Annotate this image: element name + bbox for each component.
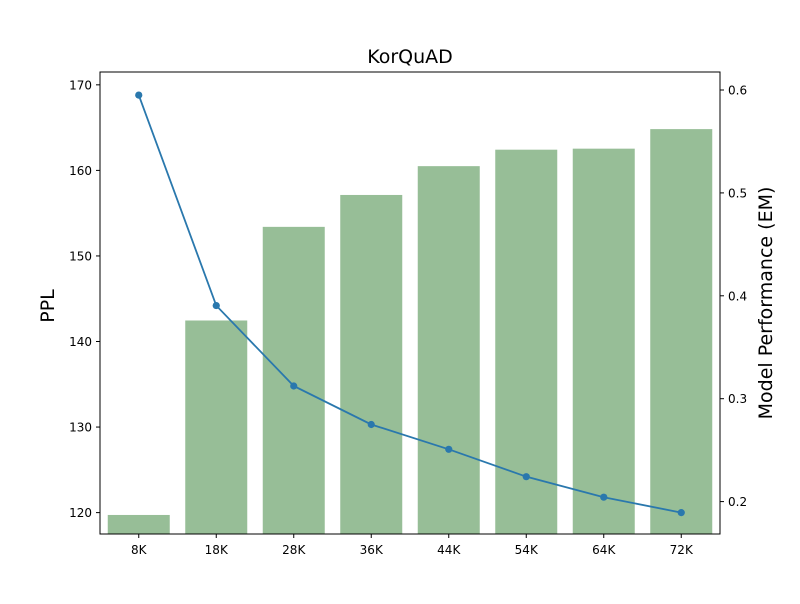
y-left-tick-label-140: 140 (69, 335, 92, 349)
ppl-point-64K (600, 493, 608, 501)
y-right-tick-label-0.4: 0.4 (728, 289, 747, 303)
y-left-tick-label-120: 120 (69, 506, 92, 520)
x-tick-label-36K: 36K (360, 543, 384, 557)
x-tick-label-72K: 72K (670, 543, 694, 557)
x-tick-label-44K: 44K (437, 543, 461, 557)
y-axis-left-title: PPL (37, 289, 59, 323)
x-tick-label-28K: 28K (282, 543, 306, 557)
y-right-tick-label-0.3: 0.3 (728, 392, 747, 406)
y-right-tick-label-0.2: 0.2 (728, 495, 747, 509)
y-left-tick-label-150: 150 (69, 249, 92, 263)
ppl-point-28K (290, 382, 298, 390)
x-tick-label-18K: 18K (205, 543, 229, 557)
ppl-point-8K (135, 91, 143, 99)
chart-title: KorQuAD (367, 46, 453, 68)
y-left-tick-label-160: 160 (69, 164, 92, 178)
ppl-line (137, 94, 682, 514)
ppl-point-54K (522, 473, 530, 481)
x-tick-label-54K: 54K (515, 543, 539, 557)
line-layer (135, 91, 685, 517)
y-axis-right-title: Model Performance (EM) (755, 187, 777, 420)
bar-64K (572, 148, 635, 534)
plot-frame (99, 71, 721, 535)
bar-36K (340, 194, 403, 534)
ppl-point-36K (367, 420, 375, 429)
y-left-tick-label-170: 170 (69, 78, 92, 92)
axes-layer: 8K 18K 28K 36K 44K 54K 64K 72K 120 130 140 150 160 17… (69, 71, 747, 557)
ppl-point-18K (212, 301, 220, 310)
y-left-tick-label-130: 130 (69, 421, 92, 435)
bar-18K (185, 320, 248, 534)
y-right-tick-label-0.5: 0.5 (728, 186, 747, 200)
bar-8K (107, 514, 170, 534)
x-tick-label-8K: 8K (131, 543, 148, 557)
y-right-tick-label-0.6: 0.6 (728, 84, 747, 98)
bar-44K (417, 166, 480, 534)
bar-28K (262, 226, 325, 535)
ppl-point-72K (677, 509, 685, 517)
x-tick-label-64K: 64K (592, 543, 616, 557)
bar-72K (650, 129, 713, 535)
bars-layer (107, 129, 713, 535)
ppl-point-44K (445, 445, 453, 453)
